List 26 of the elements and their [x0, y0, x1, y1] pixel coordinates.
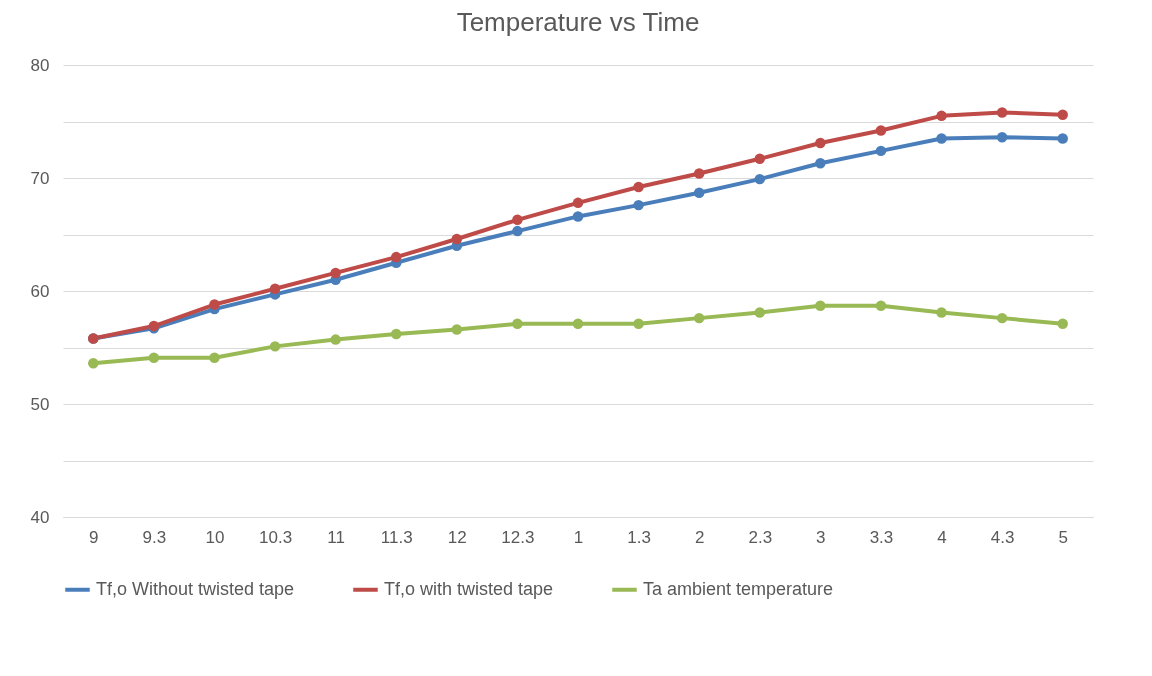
chart-title: Temperature vs Time: [456, 7, 700, 37]
x-tick-label: 2.3: [748, 527, 773, 547]
y-tick-label: 60: [30, 281, 50, 301]
x-tick-label: 10: [205, 527, 225, 547]
x-tick-label: 4: [937, 527, 947, 547]
x-tick-label: 12: [447, 527, 467, 547]
x-tick-label: 9: [89, 527, 99, 547]
x-tick-label: 5: [1058, 527, 1068, 547]
x-tick-label: 3: [816, 527, 826, 547]
x-tick-label: 11.3: [380, 527, 413, 547]
legend-label: Tf,o Without twisted tape: [96, 578, 295, 599]
legend-label: Tf,o with twisted tape: [384, 578, 554, 599]
y-tick-label: 50: [30, 394, 50, 414]
x-tick-label: 9.3: [142, 527, 167, 547]
x-tick-label: 12.3: [501, 527, 535, 547]
x-tick-label: 3.3: [869, 527, 894, 547]
y-tick-label: 70: [30, 168, 50, 188]
legend-label: Ta ambient temperature: [643, 578, 834, 599]
y-tick-label: 40: [30, 507, 50, 527]
x-tick-label: 2: [694, 527, 705, 547]
x-tick-label: 1.3: [627, 527, 651, 547]
y-tick-label: 80: [30, 55, 50, 75]
x-tick-label: 1: [573, 527, 584, 547]
x-tick-label: 10.3: [259, 527, 293, 547]
x-tick-label: 11: [327, 527, 345, 547]
x-tick-label: 4.3: [990, 527, 1015, 547]
